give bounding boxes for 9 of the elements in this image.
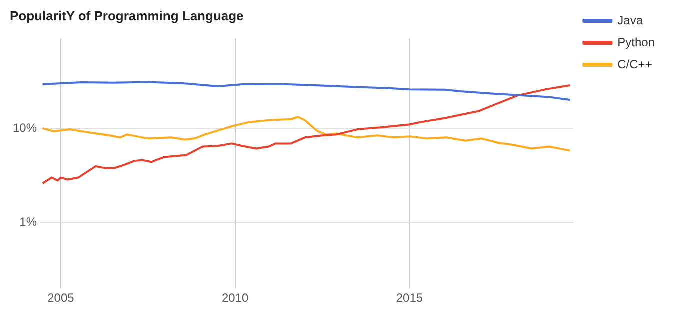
chart-title: PopularitY of Programming Language bbox=[10, 8, 244, 24]
legend-label: Java bbox=[618, 13, 644, 28]
x-tick-label: 2010 bbox=[222, 291, 249, 306]
y-tick-label: 1% bbox=[20, 215, 38, 230]
x-tick-label: 2015 bbox=[396, 291, 424, 306]
y-tick-label: 10% bbox=[12, 120, 38, 135]
legend-label: Python bbox=[618, 35, 655, 50]
x-tick-label: 2005 bbox=[48, 291, 75, 306]
legend-label: C/C++ bbox=[618, 57, 652, 72]
